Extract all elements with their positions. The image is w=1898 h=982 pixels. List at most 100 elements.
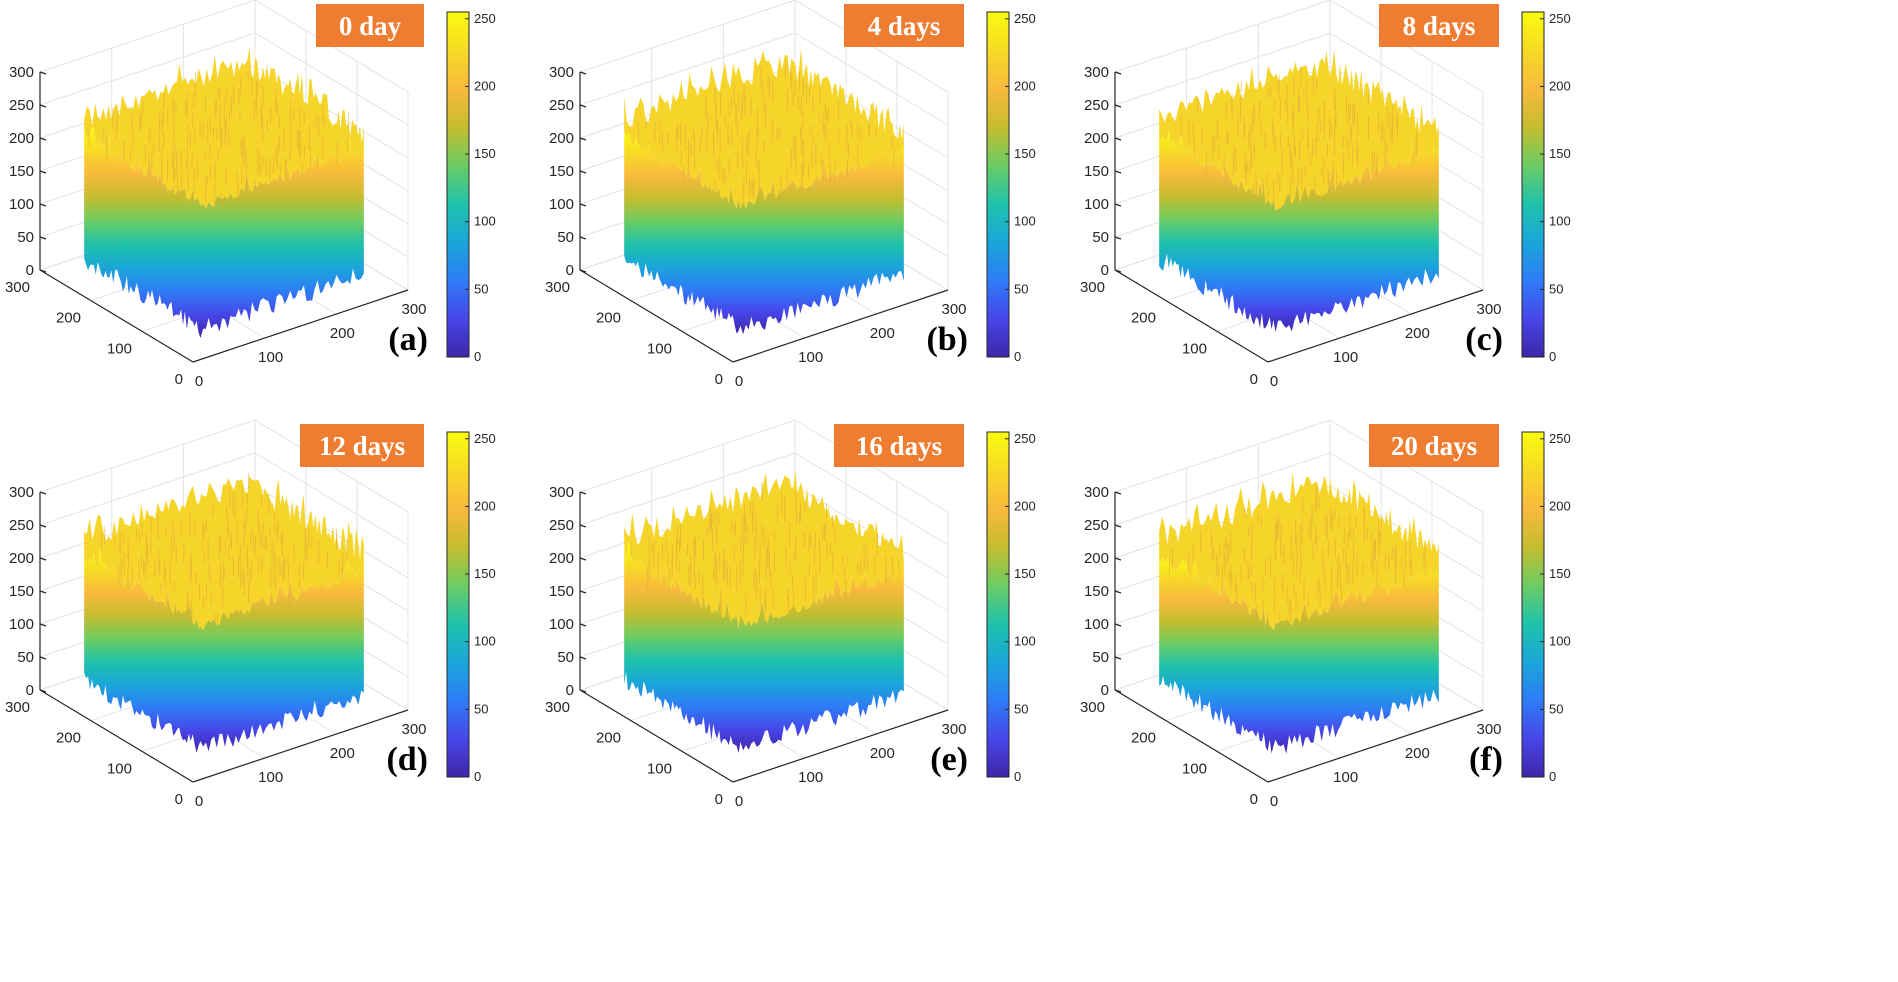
y-tick-label: 0 (1250, 791, 1258, 808)
z-tick (579, 71, 587, 75)
panel-c: 0501001502002503000100200300010020030005… (1080, 0, 1571, 390)
colorbar-tick-label: 0 (1014, 769, 1021, 784)
y-tick-label: 200 (596, 310, 621, 327)
z-tick (579, 236, 587, 240)
z-tick (39, 137, 47, 141)
z-tick-label: 200 (9, 550, 34, 567)
surface-front (1159, 555, 1439, 754)
z-tick (1114, 590, 1122, 594)
panel-b: 0501001502002503000100200300010020030005… (545, 0, 1036, 390)
colorbar-tick-label: 100 (1549, 214, 1571, 229)
z-tick-label: 0 (1101, 262, 1109, 279)
axis-line (192, 289, 409, 363)
surface-top (624, 469, 904, 629)
x-tick-label: 0 (1270, 793, 1278, 810)
y-tick-label: 100 (647, 340, 672, 357)
panel-e: 0501001502002503000100200300010020030005… (545, 419, 1036, 810)
z-tick (1114, 203, 1122, 207)
time-badge (834, 424, 964, 467)
colorbar-tick-label: 100 (474, 214, 496, 229)
axis-line (1114, 689, 1269, 783)
axis-line (732, 289, 949, 363)
z-tick (1114, 656, 1122, 660)
z-tick-label: 300 (549, 484, 574, 501)
panel-letter: (e) (930, 741, 968, 778)
x-tick-label: 0 (735, 373, 743, 390)
z-tick-label: 300 (9, 484, 34, 501)
z-tick-label: 100 (9, 616, 34, 633)
colorbar-tick-label: 0 (474, 769, 481, 784)
axes (1114, 491, 1484, 783)
z-tick (1114, 71, 1122, 75)
z-tick (39, 623, 47, 627)
z-tick (579, 203, 587, 207)
x-tick-label: 300 (941, 721, 966, 738)
z-tick (39, 269, 47, 273)
z-tick (579, 623, 587, 627)
axis-line (732, 709, 949, 783)
x-tick-label: 200 (870, 745, 895, 762)
time-badge-label: 4 days (868, 11, 941, 41)
z-tick (39, 170, 47, 174)
panel-letter: (b) (926, 321, 968, 358)
z-tick-label: 100 (1084, 616, 1109, 633)
colorbar-tick-label: 100 (1014, 634, 1036, 649)
z-tick (579, 656, 587, 660)
time-badge-label: 0 day (339, 11, 402, 41)
panel-d: 0501001502002503000100200300010020030005… (5, 419, 496, 810)
z-tick (579, 557, 587, 561)
z-tick-label: 300 (1084, 64, 1109, 81)
surface-top (1159, 49, 1439, 211)
z-tick (1114, 236, 1122, 240)
y-tick-label: 200 (56, 310, 81, 327)
z-tick (579, 590, 587, 594)
z-tick (39, 71, 47, 75)
x-tick-label: 0 (1270, 373, 1278, 390)
z-tick-label: 0 (26, 682, 34, 699)
colorbar-tick-label: 50 (474, 701, 488, 716)
z-tick (579, 689, 587, 693)
z-tick-label: 0 (26, 262, 34, 279)
axis-line (39, 689, 194, 783)
z-tick (1114, 623, 1122, 627)
panel-letter: (a) (388, 321, 428, 358)
z-tick (579, 137, 587, 141)
z-tick-label: 50 (17, 229, 34, 246)
z-tick (39, 689, 47, 693)
colorbar-tick-label: 150 (1549, 146, 1571, 161)
axis-line (579, 689, 734, 783)
z-tick-label: 0 (566, 682, 574, 699)
axes (39, 491, 409, 783)
colorbar-tick-label: 100 (1014, 214, 1036, 229)
x-tick-label: 0 (735, 793, 743, 810)
time-badge-label: 8 days (1403, 11, 1476, 41)
colorbar-tick-label: 200 (1549, 78, 1571, 93)
surface-texture (1168, 485, 1426, 635)
surface-texture (637, 58, 895, 208)
z-tick-label: 250 (1084, 517, 1109, 534)
x-tick-label: 300 (1476, 721, 1501, 738)
time-badge-label: 20 days (1391, 431, 1477, 461)
z-tick-label: 300 (1084, 484, 1109, 501)
z-tick-label: 50 (1092, 229, 1109, 246)
surface-front (624, 543, 904, 754)
z-tick (1114, 524, 1122, 528)
colorbar-tick-label: 200 (1549, 498, 1571, 513)
z-tick-label: 150 (1084, 583, 1109, 600)
z-tick-label: 150 (549, 163, 574, 180)
z-tick (39, 590, 47, 594)
colorbar (986, 11, 1010, 358)
z-tick-label: 250 (549, 517, 574, 534)
z-tick-label: 0 (566, 262, 574, 279)
z-tick-label: 200 (549, 130, 574, 147)
colorbar-tick-label: 250 (1014, 431, 1036, 446)
surface-top (84, 476, 364, 631)
y-tick-label: 0 (1250, 371, 1258, 388)
z-tick-label: 200 (549, 550, 574, 567)
surface-top (1159, 472, 1439, 631)
z-tick (39, 104, 47, 108)
colorbar (1521, 431, 1545, 778)
z-tick-label: 250 (1084, 97, 1109, 114)
surface-front (84, 548, 364, 753)
z-tick-label: 100 (9, 196, 34, 213)
